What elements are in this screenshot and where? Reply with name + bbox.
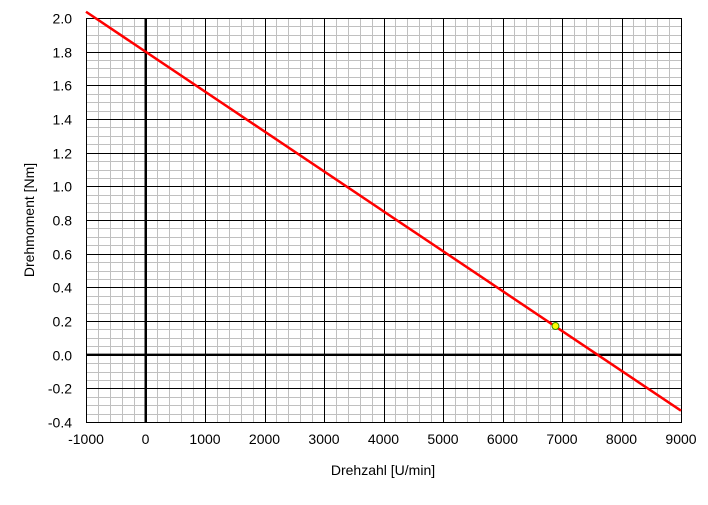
y-tick-label: 0.4 [53,280,73,296]
zero-axes [86,18,681,422]
y-tick-label: 0.2 [53,314,73,330]
x-tick-label: 0 [142,431,150,447]
x-tick-label: -1000 [68,431,104,447]
x-tick-label: 3000 [308,431,339,447]
y-tick-labels: -0.4 -0.2 0.0 0.2 0.4 0.6 0.8 1.0 1.2 1.4 1.6 1.8 2.… [48,11,72,431]
major-grid [86,18,682,423]
x-tick-label: 2000 [249,431,280,447]
x-tick-label: 1000 [189,431,220,447]
y-tick-label: 1.4 [53,112,73,128]
series-group [85,10,682,412]
y-tick-label: 1.0 [53,179,73,195]
y-tick-label: -0.4 [48,415,72,431]
x-tick-label: 9000 [665,431,696,447]
x-tick-label: 7000 [546,431,577,447]
x-tick-label: 8000 [606,431,637,447]
series-line [85,10,682,412]
y-tick-label: 0.6 [53,247,73,263]
x-tick-label: 6000 [487,431,518,447]
x-tick-labels: -1000 0 1000 2000 3000 4000 5000 6000 7000 8000 90… [68,431,697,447]
y-tick-label: 1.8 [53,45,73,61]
x-tick-label: 5000 [427,431,458,447]
y-tick-label: 1.6 [53,78,73,94]
plot-frame [86,18,682,423]
y-tick-label: -0.2 [48,381,72,397]
y-tick-label: 0.0 [53,348,73,364]
y-axis-label: Drehmoment [Nm] [21,163,37,277]
x-tick-label: 4000 [368,431,399,447]
y-tick-label: 0.8 [53,213,73,229]
y-tick-label: 2.0 [53,11,73,27]
x-axis-label: Drehzahl [U/min] [331,462,435,478]
y-tick-label: 1.2 [53,146,73,162]
data-point-marker [551,322,560,331]
